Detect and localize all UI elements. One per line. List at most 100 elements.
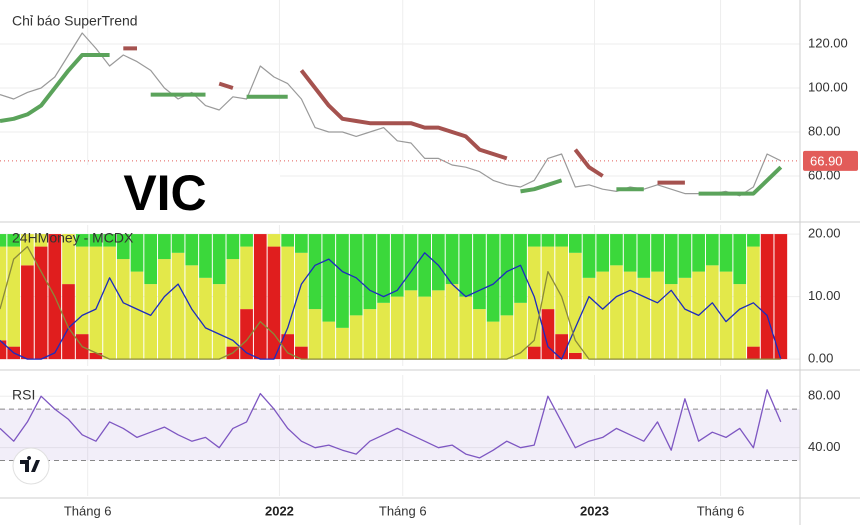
mcdx-bar [733,234,747,285]
mcdx-bar [89,352,103,360]
logo-circle [12,447,50,485]
mcdx-bar [610,234,623,266]
mcdx-bar [103,246,116,360]
mcdx-bar [185,234,199,266]
mcdx-bar [404,290,418,360]
mcdx-bar [281,234,295,247]
mcdx-bar [336,327,349,360]
y-tick-label: 0.00 [808,351,833,366]
mcdx-bar [377,234,390,303]
mcdx-bar [432,234,445,291]
mcdx-bar [500,315,514,360]
mcdx-bar [89,234,103,247]
mcdx-line [0,245,781,360]
mcdx-bar [171,234,185,253]
mcdx-bar [500,234,514,316]
mcdx-bar [295,252,308,347]
mcdx-bar [322,234,336,322]
mcdx-bar [281,246,295,335]
mcdx-bar [308,234,322,310]
x-tick-label: Tháng 6 [697,503,745,518]
mcdx-bar [130,234,144,272]
mcdx-bar [62,234,75,285]
mcdx-bar [747,346,760,360]
mcdx-bar [637,234,651,278]
symbol-box [0,165,280,220]
last-price-label: 66.90 [810,153,843,168]
mcdx-bar [7,246,21,347]
mcdx-bar [336,234,349,328]
mcdx-bar [651,271,664,360]
mcdx-bar [596,271,610,360]
mcdx-bar [199,234,212,278]
mcdx-bar [295,346,308,360]
mcdx-bar [555,246,568,335]
text-layer: Tháng 6 2022 Tháng 6 2023 Tháng 6 60.00 80.00 1… [64,35,858,518]
mcdx-bar [678,234,692,278]
mcdx-bar [240,309,253,360]
symbol: VIC [123,165,206,221]
mcdx-bar [62,284,75,360]
supertrend-line [123,46,685,185]
mcdx-bar [34,234,48,247]
marks-layer [0,32,800,462]
mcdx-bar [363,309,377,360]
mcdx-bar [349,234,363,316]
pane-title: Chỉ báo SuperTrend [12,13,138,29]
mcdx-bar [21,234,34,266]
mcdx-bar [75,234,89,247]
mcdx-bar [541,234,555,247]
x-tick-label: 2022 [265,503,294,518]
mcdx-bar [719,234,733,272]
y-tick-label: 10.00 [808,288,841,303]
mcdx-bar [664,234,678,285]
mcdx-bar [555,234,568,247]
mcdx-bar [527,234,541,247]
pane-title: 24HMoney - MCDX [12,230,134,246]
mcdx-bar [116,259,130,360]
mcdx-bar [568,234,582,253]
mcdx-bar [226,234,240,260]
mcdx-bar [473,309,486,360]
mcdx-bar [267,234,281,247]
mcdx-bar [733,284,747,360]
mcdx-bar [514,234,527,303]
mcdx-bar [651,234,664,272]
mcdx-bar [623,271,637,360]
logo-glyph [20,456,40,472]
mcdx-bar [623,234,637,272]
y-tick-label: 40.00 [808,439,841,454]
mcdx-bar [0,246,7,341]
mcdx-bar [158,234,171,260]
mcdx-bar [705,265,719,360]
mcdx-bar [568,252,582,353]
mcdx-bar [144,284,158,360]
x-tick-label: Tháng 6 [379,503,427,518]
mcdx-bar [390,234,404,297]
mcdx-bar [459,296,473,360]
y-tick-label: 60.00 [808,167,841,182]
mcdx-bar [404,234,418,291]
mcdx-bar [349,315,363,360]
mcdx-bar [637,277,651,360]
mcdx-bar [719,271,733,360]
mcdx-bar [527,346,541,360]
mcdx-bar [390,296,404,360]
mcdx-bar [377,302,390,360]
mcdx-bar [473,234,486,310]
y-tick-label: 80.00 [808,123,841,138]
mcdx-bar [459,234,473,297]
mcdx-bar [281,334,295,360]
mcdx-bar [486,234,500,322]
mcdx-bar [747,246,760,347]
y-tick-label: 120.00 [808,35,848,50]
mcdx-bar [747,234,760,247]
tradingview-logo[interactable] [12,447,50,485]
mcdx-bar [308,309,322,360]
mcdx-bar [432,290,445,360]
mcdx-bar [678,277,692,360]
mcdx-bar [21,265,34,360]
mcdx-bar [418,296,432,360]
y-tick-label: 20.00 [808,226,841,241]
